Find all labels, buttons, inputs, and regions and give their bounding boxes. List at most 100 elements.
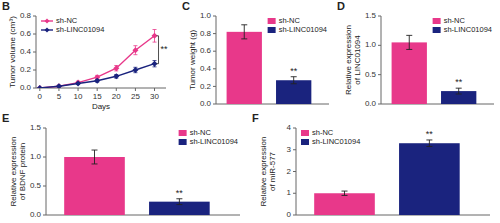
panel-title: B bbox=[2, 0, 10, 12]
legend-label: sh-NC bbox=[444, 16, 466, 25]
legend-swatch bbox=[301, 130, 309, 136]
y-tick-label: 0.4 bbox=[20, 47, 32, 56]
panel: B0.00.20.40.60.8Tumor volume (cm³)051015… bbox=[2, 0, 168, 111]
error-bar bbox=[133, 67, 137, 72]
x-tick bbox=[78, 88, 79, 91]
y-tick-label: 0.8 bbox=[200, 29, 212, 38]
panel-title: C bbox=[182, 0, 190, 12]
y-axis-label: Relative expressionof BDNF protein bbox=[9, 137, 27, 207]
series-line bbox=[40, 64, 155, 88]
x-tick-label: 0 bbox=[38, 92, 43, 101]
y-tick-label: 1.5 bbox=[365, 11, 377, 20]
bar bbox=[314, 193, 375, 215]
error-bar bbox=[153, 61, 157, 67]
error-bar bbox=[406, 35, 412, 49]
legend: sh-NCsh-LINC01094 bbox=[41, 16, 104, 34]
error-bar bbox=[92, 150, 98, 164]
legend-marker bbox=[45, 19, 50, 24]
y-axis-label: Tumor volume (cm³) bbox=[8, 16, 17, 88]
error-bar bbox=[133, 46, 137, 55]
panel: C0.00.20.40.60.81.0Tumor weight (g)**sh-… bbox=[182, 0, 329, 108]
y-tick-label: 1.0 bbox=[200, 11, 212, 20]
annotation: ** bbox=[455, 77, 463, 87]
bar bbox=[392, 42, 427, 104]
legend: sh-NCsh-LINC01094 bbox=[268, 16, 327, 34]
x-tick-label: 15 bbox=[93, 92, 102, 101]
point bbox=[56, 83, 62, 88]
point bbox=[113, 73, 119, 79]
legend-swatch bbox=[433, 18, 441, 24]
point bbox=[37, 85, 43, 88]
annotation: ** bbox=[426, 129, 434, 139]
y-tick-label: 0 bbox=[287, 210, 292, 219]
x-tick bbox=[97, 88, 98, 91]
point bbox=[56, 83, 62, 88]
legend: sh-NCsh-LINC01094 bbox=[301, 128, 360, 146]
legend-swatch bbox=[179, 139, 187, 145]
legend-label: sh-LINC01094 bbox=[312, 137, 360, 146]
legend-swatch bbox=[301, 139, 309, 145]
legend-swatch bbox=[268, 27, 276, 33]
point bbox=[132, 67, 138, 73]
y-tick-label: 1 bbox=[287, 188, 292, 197]
y-tick-label: 0.0 bbox=[200, 99, 212, 108]
y-tick-label: 3 bbox=[287, 145, 292, 154]
y-tick-label: 0.0 bbox=[20, 83, 32, 92]
bar bbox=[64, 157, 125, 215]
error-bar bbox=[114, 66, 118, 71]
y-tick-label: 0.5 bbox=[365, 70, 377, 79]
significance-bracket bbox=[157, 36, 159, 64]
y-tick-label: 2 bbox=[287, 167, 292, 176]
legend: sh-NCsh-LINC01094 bbox=[433, 16, 492, 34]
y-tick-label: 0.6 bbox=[20, 29, 32, 38]
x-tick-label: 30 bbox=[150, 92, 159, 101]
y-tick-label: 0.8 bbox=[20, 11, 32, 20]
legend-label: sh-NC bbox=[190, 128, 212, 137]
panel-title: E bbox=[2, 112, 9, 124]
legend: sh-NCsh-LINC01094 bbox=[179, 128, 238, 146]
bar bbox=[227, 32, 262, 104]
plot-area bbox=[314, 140, 460, 215]
x-tick bbox=[58, 88, 59, 91]
x-tick-label: 10 bbox=[74, 92, 83, 101]
x-tick bbox=[135, 88, 136, 91]
bar bbox=[399, 143, 460, 215]
legend-label: sh-LINC01094 bbox=[56, 25, 104, 34]
legend-swatch bbox=[268, 18, 276, 24]
error-bar bbox=[241, 25, 247, 39]
plot-area bbox=[37, 30, 158, 89]
x-tick bbox=[154, 88, 155, 91]
x-axis bbox=[36, 88, 166, 89]
annotation: ** bbox=[176, 188, 184, 198]
error-bar bbox=[342, 191, 348, 195]
point bbox=[94, 78, 100, 84]
y-tick-label: 1.0 bbox=[30, 152, 42, 161]
x-tick-label: 5 bbox=[57, 92, 62, 101]
x-axis-label: Days bbox=[92, 102, 110, 111]
error-bar bbox=[456, 88, 462, 94]
panel-title: D bbox=[337, 0, 345, 12]
legend-swatch bbox=[433, 27, 441, 33]
legend-marker bbox=[45, 28, 50, 33]
plot-area bbox=[392, 35, 477, 104]
point bbox=[132, 47, 138, 53]
y-axis bbox=[296, 128, 297, 215]
plot-area bbox=[227, 25, 312, 104]
error-bar bbox=[426, 140, 432, 147]
point bbox=[75, 81, 81, 87]
y-tick-label: 4 bbox=[287, 123, 292, 132]
legend-label: sh-NC bbox=[312, 128, 334, 137]
legend-label: sh-LINC01094 bbox=[190, 137, 238, 146]
legend-label: sh-NC bbox=[56, 16, 78, 25]
legend-swatch bbox=[179, 130, 187, 136]
y-tick-label: 0.0 bbox=[365, 99, 377, 108]
y-tick-label: 0.0 bbox=[30, 210, 42, 219]
legend-label: sh-NC bbox=[279, 16, 301, 25]
point bbox=[37, 85, 43, 88]
y-axis bbox=[36, 16, 37, 88]
y-axis-label: Relative expressionof miR-577 bbox=[259, 137, 277, 207]
y-axis-label: Tumor weight (g) bbox=[188, 30, 197, 91]
legend-label: sh-LINC01094 bbox=[444, 25, 492, 34]
y-axis-label: Relative expressionof LINC01094 bbox=[344, 25, 362, 95]
x-tick-label: 25 bbox=[131, 92, 140, 101]
